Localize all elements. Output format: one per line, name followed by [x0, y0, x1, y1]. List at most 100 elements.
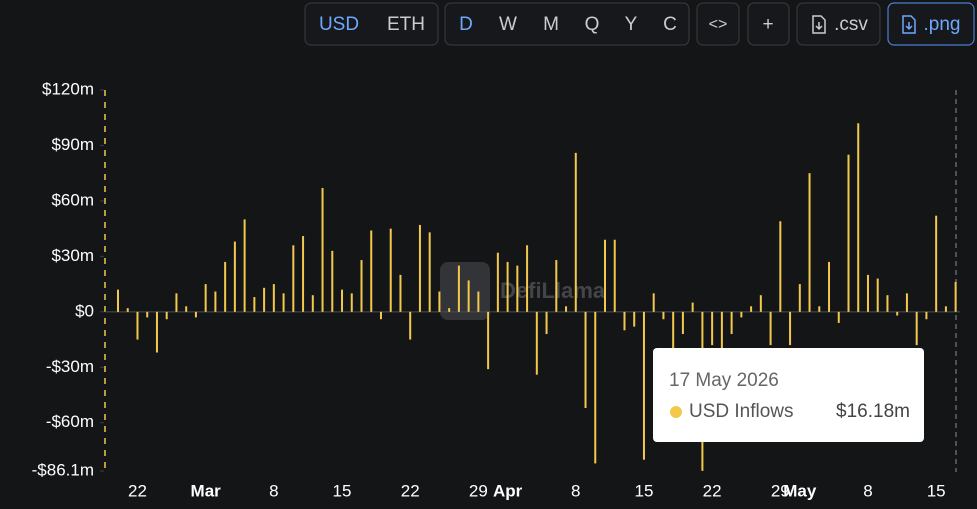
- x-tick-label: Apr: [493, 481, 523, 500]
- bar: [155, 311, 158, 353]
- add-button-box[interactable]: [747, 2, 790, 46]
- bar: [526, 245, 529, 312]
- tooltip: 17 May 2026 USD Inflows $16.18m: [653, 348, 924, 442]
- download-icon: [815, 22, 823, 31]
- bar: [341, 289, 344, 312]
- bar: [224, 261, 227, 312]
- bar: [311, 295, 314, 312]
- tooltip-date: 17 May 2026: [669, 370, 779, 391]
- tooltip-value: $16.18m: [836, 401, 910, 422]
- bar: [409, 311, 412, 340]
- embed-button-box[interactable]: [696, 2, 740, 46]
- bar: [604, 239, 606, 312]
- bar: [146, 311, 149, 318]
- bar: [428, 232, 431, 312]
- x-tick-label: Mar: [191, 481, 222, 500]
- bar: [565, 306, 568, 312]
- y-tick-label: $60m: [51, 190, 94, 209]
- currency-button[interactable]: USD: [319, 14, 359, 35]
- y-tick-label: $0: [75, 301, 94, 320]
- bar: [331, 250, 334, 312]
- bar: [594, 311, 597, 464]
- x-tick-label: 22: [401, 481, 420, 500]
- bar: [798, 284, 801, 312]
- x-tick-label: 15: [333, 481, 352, 500]
- currency-group: [304, 2, 439, 46]
- bar: [302, 236, 305, 312]
- y-tick-label: $120m: [42, 79, 94, 98]
- bar: [740, 311, 743, 318]
- png-button-box[interactable]: [887, 2, 975, 46]
- bar: [487, 311, 490, 370]
- period-button[interactable]: W: [499, 14, 517, 35]
- bar: [866, 274, 869, 312]
- bar: [457, 265, 460, 312]
- bar: [243, 219, 246, 312]
- bar: [691, 302, 694, 312]
- tooltip-box: [653, 348, 924, 442]
- bar: [126, 308, 129, 312]
- embed-button[interactable]: <>: [709, 16, 728, 33]
- bar: [272, 284, 275, 312]
- period-button[interactable]: C: [663, 14, 677, 35]
- bar: [175, 293, 178, 312]
- bar: [769, 311, 772, 346]
- bar: [944, 306, 947, 312]
- bar: [886, 295, 889, 312]
- x-tick-label: 22: [128, 481, 147, 500]
- plot: $120m $90m $60m $30m $0 -$30m -$60m -$86.1m 22 Ma…: [32, 79, 960, 500]
- bar: [292, 245, 295, 312]
- bar: [253, 297, 256, 312]
- bar: [204, 284, 207, 312]
- legend-swatch: [670, 406, 682, 418]
- bar: [584, 311, 587, 408]
- period-button[interactable]: D: [459, 14, 473, 35]
- bar: [370, 230, 373, 312]
- bar: [915, 311, 918, 346]
- x-tick-label: 8: [863, 481, 872, 500]
- bar: [818, 306, 821, 312]
- bar: [789, 311, 792, 346]
- bar: [905, 293, 908, 312]
- x-tick-label: 8: [269, 481, 278, 500]
- bar: [379, 311, 382, 320]
- file-icon: [902, 15, 916, 34]
- bar: [837, 311, 840, 323]
- bar: [759, 295, 762, 312]
- bar: [896, 311, 899, 316]
- watermark-logo: [440, 262, 490, 320]
- watermark-text: DefiLlama: [500, 278, 606, 303]
- bar: [779, 221, 782, 312]
- y-tick-label: $30m: [51, 246, 94, 265]
- x-tick-label: 29: [771, 481, 790, 500]
- bar: [516, 265, 519, 312]
- bar: [282, 293, 285, 312]
- bar: [672, 311, 675, 349]
- tooltip-series-name: USD Inflows: [689, 401, 794, 422]
- currency-button[interactable]: ETH: [387, 14, 425, 35]
- add-button[interactable]: +: [762, 14, 773, 35]
- bar: [477, 291, 480, 312]
- bar: [633, 311, 636, 327]
- y-tick-label: -$30m: [46, 357, 94, 376]
- bar: [711, 311, 714, 346]
- period-button[interactable]: M: [543, 14, 559, 35]
- bar: [165, 311, 168, 320]
- csv-button-box[interactable]: [796, 2, 881, 46]
- bar: [448, 308, 451, 312]
- x-tick-label: 8: [571, 481, 580, 500]
- png-button[interactable]: .png: [924, 14, 961, 35]
- period-button[interactable]: Y: [625, 14, 638, 35]
- x-tick-label: 29: [469, 481, 488, 500]
- toolbar: USD ETH D W M Q Y C <> + .csv .png: [304, 2, 975, 46]
- period-button[interactable]: Q: [585, 14, 600, 35]
- bar: [194, 311, 197, 318]
- bar: [935, 215, 938, 312]
- bar: [720, 311, 723, 368]
- period-group: [444, 2, 690, 46]
- x-tick-label: 15: [634, 481, 653, 500]
- csv-button[interactable]: .csv: [834, 14, 868, 35]
- bar: [321, 187, 324, 312]
- bar: [613, 239, 616, 312]
- bar: [662, 311, 665, 320]
